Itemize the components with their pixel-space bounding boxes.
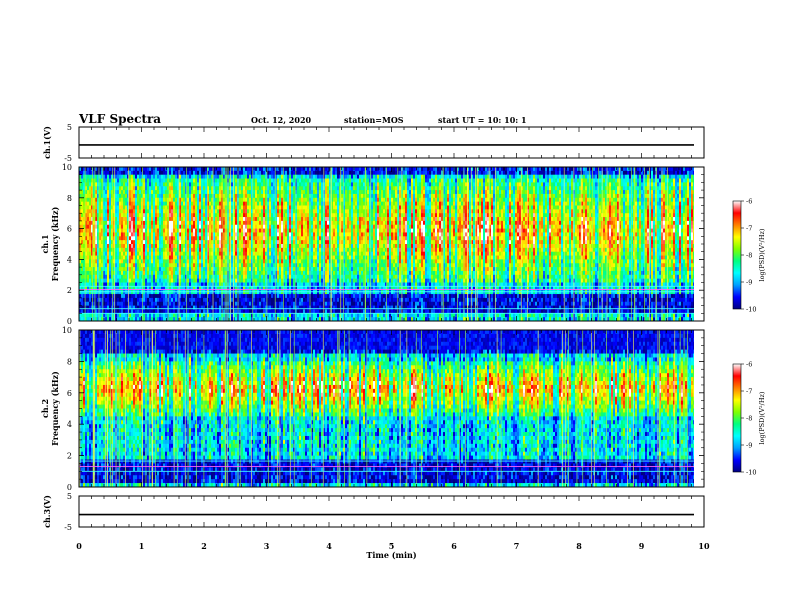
x-tick-label: 6 <box>451 541 457 551</box>
ch2-spectrogram-ytick-label: 10 <box>62 326 72 335</box>
x-tick-label: 4 <box>326 541 332 551</box>
chart-title: VLF Spectra <box>79 112 161 126</box>
x-tick-label: 9 <box>639 541 645 551</box>
ch3-voltage-ylabel: ch.3(V) <box>42 495 52 528</box>
ch3-voltage-ytick-label: -5 <box>64 523 72 532</box>
ch1-spectrogram-image <box>79 167 704 322</box>
ch2-spectrogram-ytick-label: 8 <box>67 357 72 366</box>
x-tick-label: 0 <box>76 541 82 551</box>
ch1-voltage-ytick-label: -5 <box>64 154 72 163</box>
x-tick-label: 7 <box>514 541 520 551</box>
spectrogram-layer <box>79 167 704 488</box>
ch2-spectrogram-colorbar <box>732 363 742 473</box>
ch2-spectrogram-ytick-label: 2 <box>67 452 72 461</box>
ch1-spectrogram-colorbar-tick-label: -6 <box>746 198 752 206</box>
ch1-spectrogram-colorbar-label: log(PSD)(V²/Hz) <box>758 228 766 281</box>
ch3-voltage-ytick-label: 5 <box>67 492 72 501</box>
ch1-spectrogram-ytick-label: 8 <box>67 194 72 203</box>
ch1-spectrogram-ytick-label: 0 <box>67 317 72 326</box>
ch1-spectrogram-colorbar-tick-label: -10 <box>746 306 756 314</box>
start-ut-label: start UT = 10: 10: 1 <box>438 115 527 125</box>
axes-layer: 5 -5 ch.1(V) -6 -7 -8 -9 -10 log(PSD)(V²/Hz) 0 2 4 6… <box>40 123 766 560</box>
x-tick-label: 1 <box>139 541 145 551</box>
x-tick-label: 5 <box>389 541 395 551</box>
ch1-spectrogram-colorbar-tick-label: -7 <box>746 225 752 233</box>
ch2-spectrogram-colorbar-tick-label: -6 <box>746 361 752 369</box>
station-label: station=MOS <box>344 115 404 125</box>
ch2-spectrogram-image <box>79 330 704 488</box>
ch2-spectrogram-ylabel: Frequency (kHz) <box>50 371 60 446</box>
ch2-spectrogram-colorbar-label: log(PSD)(V²/Hz) <box>758 391 766 444</box>
ch2-spectrogram-colorbar-tick-label: -10 <box>746 469 756 477</box>
ch2-spectrogram-ytick-label: 0 <box>67 483 72 492</box>
ch1-voltage-ylabel: ch.1(V) <box>42 126 52 159</box>
ch2-spectrogram-colorbar-tick-label: -7 <box>746 388 752 396</box>
x-tick-label: 10 <box>698 541 710 551</box>
ch1-voltage-ytick-label: 5 <box>67 123 72 132</box>
ch2-spectrogram-colorbar-tick-label: -9 <box>746 442 752 450</box>
ch1-spectrogram-ytick-label: 4 <box>67 255 72 264</box>
ch1-spectrogram-colorbar-tick-label: -8 <box>746 252 752 260</box>
ch1-spectrogram-ytick-label: 10 <box>62 163 72 172</box>
ch2-spectrogram-colorbar-tick-label: -8 <box>746 415 752 423</box>
ch1-spectrogram-ylabel: ch.1 <box>40 234 50 253</box>
ch1-spectrogram-ylabel: Frequency (kHz) <box>50 206 60 281</box>
ch1-spectrogram-ytick-label: 6 <box>67 225 72 234</box>
date-label: Oct. 12, 2020 <box>251 115 311 125</box>
ch2-spectrogram-ytick-label: 4 <box>67 420 72 429</box>
x-tick-label: 3 <box>264 541 270 551</box>
ch1-spectrogram-colorbar <box>732 200 742 310</box>
ch2-spectrogram-ylabel: ch.2 <box>40 399 50 418</box>
x-tick-label: 8 <box>576 541 582 551</box>
x-tick-label: 2 <box>201 541 207 551</box>
x-axis-label: Time (min) <box>366 550 416 560</box>
ch1-spectrogram-colorbar-tick-label: -9 <box>746 279 752 287</box>
ch2-spectrogram-ytick-label: 6 <box>67 389 72 398</box>
ch1-spectrogram-ytick-label: 2 <box>67 286 72 295</box>
